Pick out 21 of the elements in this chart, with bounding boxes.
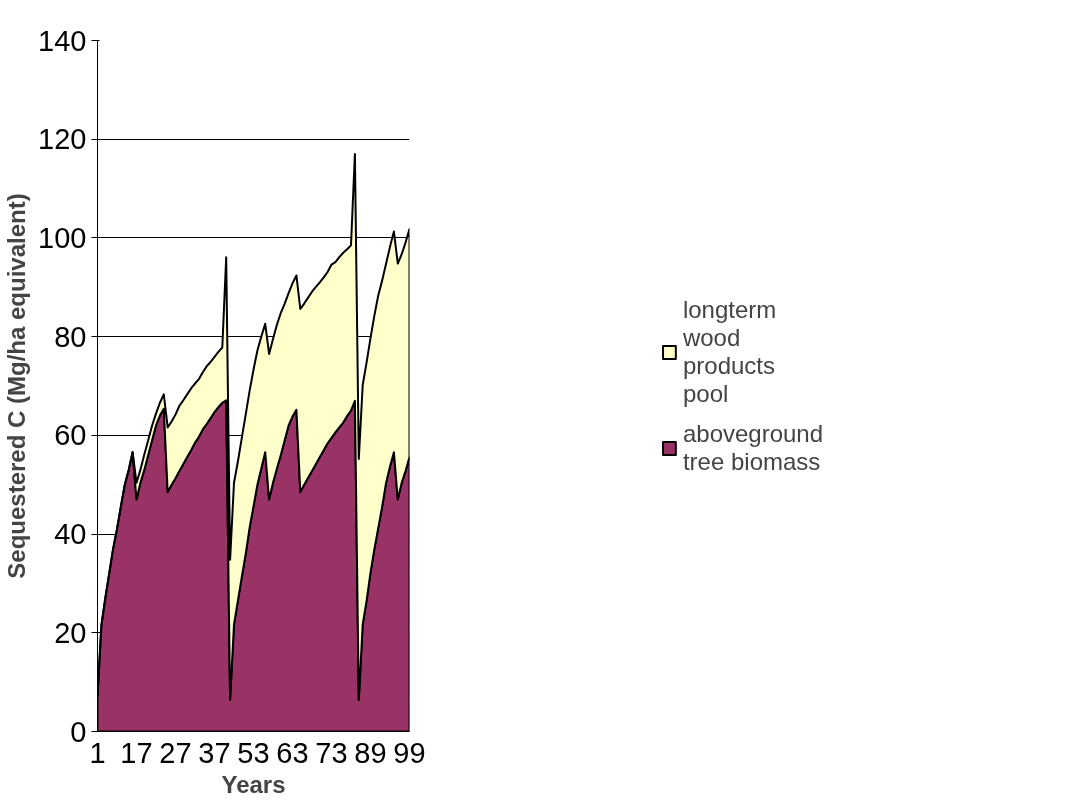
- x-tick-label: 37: [198, 736, 231, 769]
- y-tick-label: 40: [54, 518, 87, 551]
- legend-label: longterm wood products pool: [682, 295, 777, 408]
- y-tick-label: 60: [54, 419, 87, 452]
- x-tick-label: 89: [354, 736, 387, 769]
- x-tick-label: 27: [159, 736, 192, 769]
- x-tick-label: 73: [315, 736, 348, 769]
- x-tick-label: 1: [89, 736, 106, 769]
- y-axis-title: Sequestered C (Mg/ha equivalent): [3, 193, 31, 579]
- legend-label: aboveground tree biomass: [682, 419, 824, 476]
- x-tick-label: 63: [276, 736, 309, 769]
- y-tick-label: 80: [54, 320, 87, 353]
- x-tick-label: 99: [393, 736, 426, 769]
- x-tick-label: 17: [120, 736, 153, 769]
- x-axis-title: Years: [221, 770, 286, 798]
- y-tick-label: 120: [38, 123, 87, 156]
- x-tick-label: 53: [237, 736, 270, 769]
- y-tick-label: 140: [38, 24, 87, 57]
- y-tick-label: 100: [38, 221, 87, 254]
- y-tick-label: 20: [54, 616, 87, 649]
- y-tick-label: 0: [70, 715, 87, 748]
